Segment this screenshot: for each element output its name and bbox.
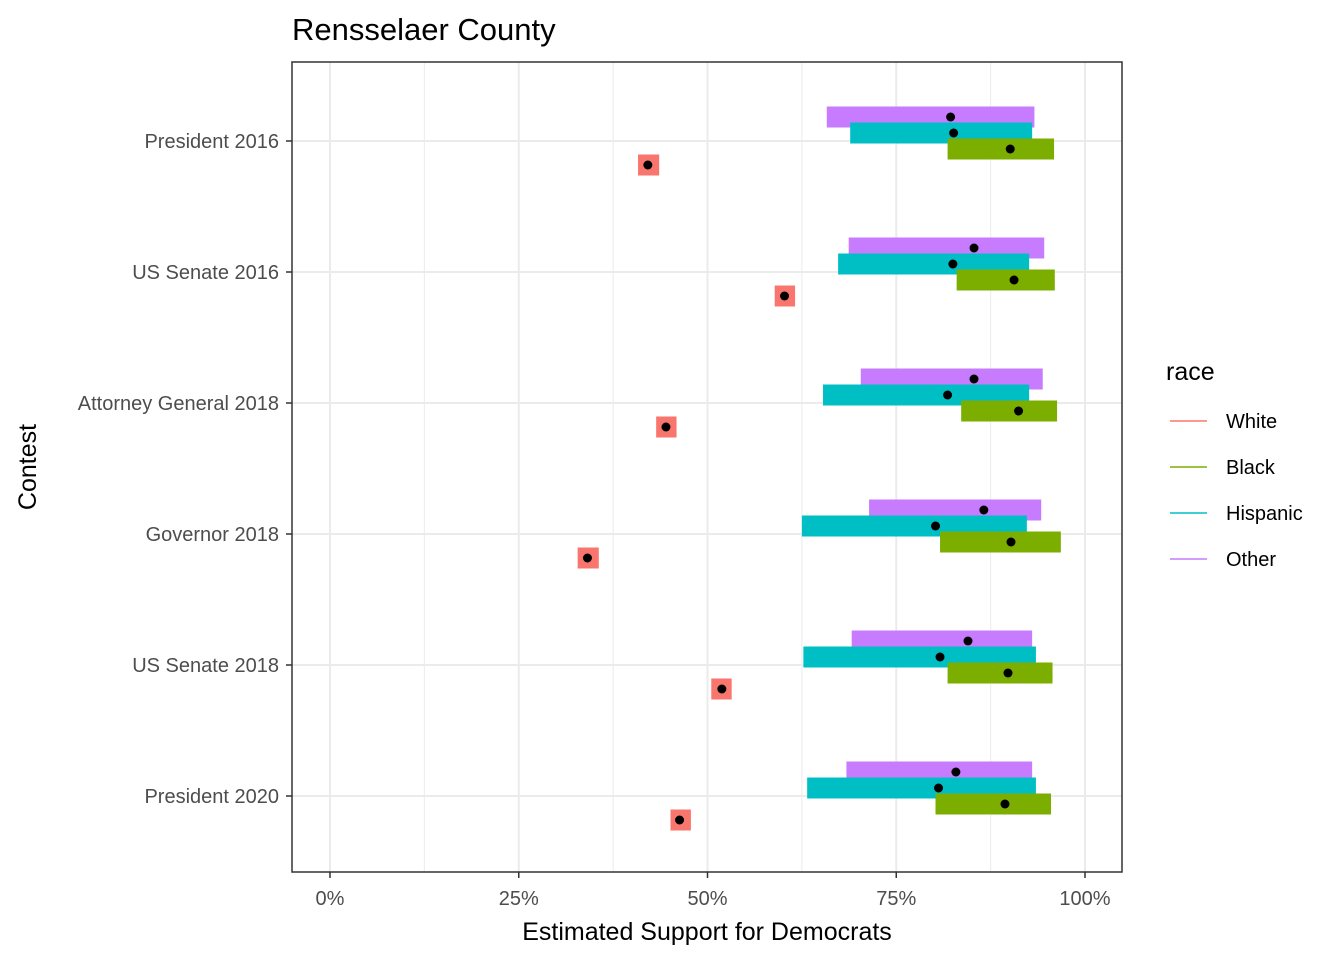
point-estimate-hispanic xyxy=(934,783,944,793)
chart-title: Rensselaer County xyxy=(292,12,556,47)
point-estimate-black xyxy=(1003,668,1013,678)
point-estimates xyxy=(582,112,1024,825)
point-estimate-hispanic xyxy=(949,128,959,138)
point-estimate-black xyxy=(1009,275,1019,285)
interval-bar-black xyxy=(961,400,1058,422)
point-estimate-hispanic xyxy=(948,259,958,269)
point-estimate-hispanic xyxy=(935,652,945,662)
x-tick-label: 50% xyxy=(687,888,727,910)
point-estimate-hispanic xyxy=(931,521,941,531)
interval-bar-other xyxy=(860,368,1043,390)
x-axis: 0% 25% 50% 75% 100% xyxy=(316,872,1111,910)
y-tick-label: President 2020 xyxy=(144,786,279,808)
y-axis: President 2016 US Senate 2016 Attorney Gen… xyxy=(78,131,292,808)
y-tick-label: US Senate 2016 xyxy=(132,262,279,284)
interval-bar-other xyxy=(869,499,1042,521)
interval-bar-hispanic xyxy=(801,515,1027,537)
interval-bar-hispanic xyxy=(823,384,1030,406)
legend-label-white: White xyxy=(1226,411,1277,433)
y-tick-label: President 2016 xyxy=(144,131,279,153)
x-axis-title: Estimated Support for Democrats xyxy=(522,918,892,946)
interval-bar-hispanic xyxy=(838,253,1030,275)
y-tick-label: Attorney General 2018 xyxy=(78,393,279,415)
interval-bar-other xyxy=(848,237,1045,259)
point-estimate-black xyxy=(1006,537,1016,547)
point-estimate-black xyxy=(1014,406,1024,416)
interval-bar-hispanic xyxy=(850,122,1033,144)
legend-title: race xyxy=(1166,358,1215,386)
x-tick-label: 75% xyxy=(876,888,916,910)
point-estimate-white xyxy=(780,291,790,301)
point-estimate-black xyxy=(1000,799,1010,809)
point-estimate-other xyxy=(969,243,979,253)
point-estimate-white xyxy=(582,553,592,563)
legend-label-hispanic: Hispanic xyxy=(1226,503,1303,525)
interval-bar-black xyxy=(935,793,1052,815)
y-tick-label: US Senate 2018 xyxy=(132,655,279,677)
legend-label-other: Other xyxy=(1226,549,1276,571)
interval-bar-other xyxy=(846,761,1033,783)
point-estimate-other xyxy=(951,767,961,777)
point-estimate-other xyxy=(946,112,956,122)
x-tick-label: 25% xyxy=(499,888,539,910)
legend: race White Black Hispanic Other xyxy=(1166,358,1303,571)
grid xyxy=(292,62,1122,872)
interval-bar-black xyxy=(947,138,1055,160)
interval-bar-black xyxy=(956,269,1055,291)
interval-bar-other xyxy=(826,106,1035,128)
point-estimate-other xyxy=(969,374,979,384)
point-estimate-hispanic xyxy=(943,390,953,400)
point-estimate-white xyxy=(675,815,685,825)
x-tick-label: 0% xyxy=(316,888,345,910)
y-axis-title: Contest xyxy=(14,424,42,510)
interval-bar-black xyxy=(947,662,1053,684)
interval-bar-black xyxy=(940,531,1061,553)
point-estimate-white xyxy=(643,160,653,170)
interval-bar-hispanic xyxy=(807,777,1036,799)
point-estimate-other xyxy=(963,636,973,646)
interval-bars xyxy=(577,106,1061,831)
point-estimate-white xyxy=(661,422,671,432)
point-estimate-white xyxy=(717,684,727,694)
x-tick-label: 100% xyxy=(1059,888,1110,910)
point-estimate-black xyxy=(1005,144,1015,154)
point-estimate-other xyxy=(979,505,989,515)
interval-bar-other xyxy=(851,630,1033,652)
interval-bar-hispanic xyxy=(803,646,1036,668)
y-tick-label: Governor 2018 xyxy=(146,524,279,546)
legend-label-black: Black xyxy=(1226,457,1276,479)
